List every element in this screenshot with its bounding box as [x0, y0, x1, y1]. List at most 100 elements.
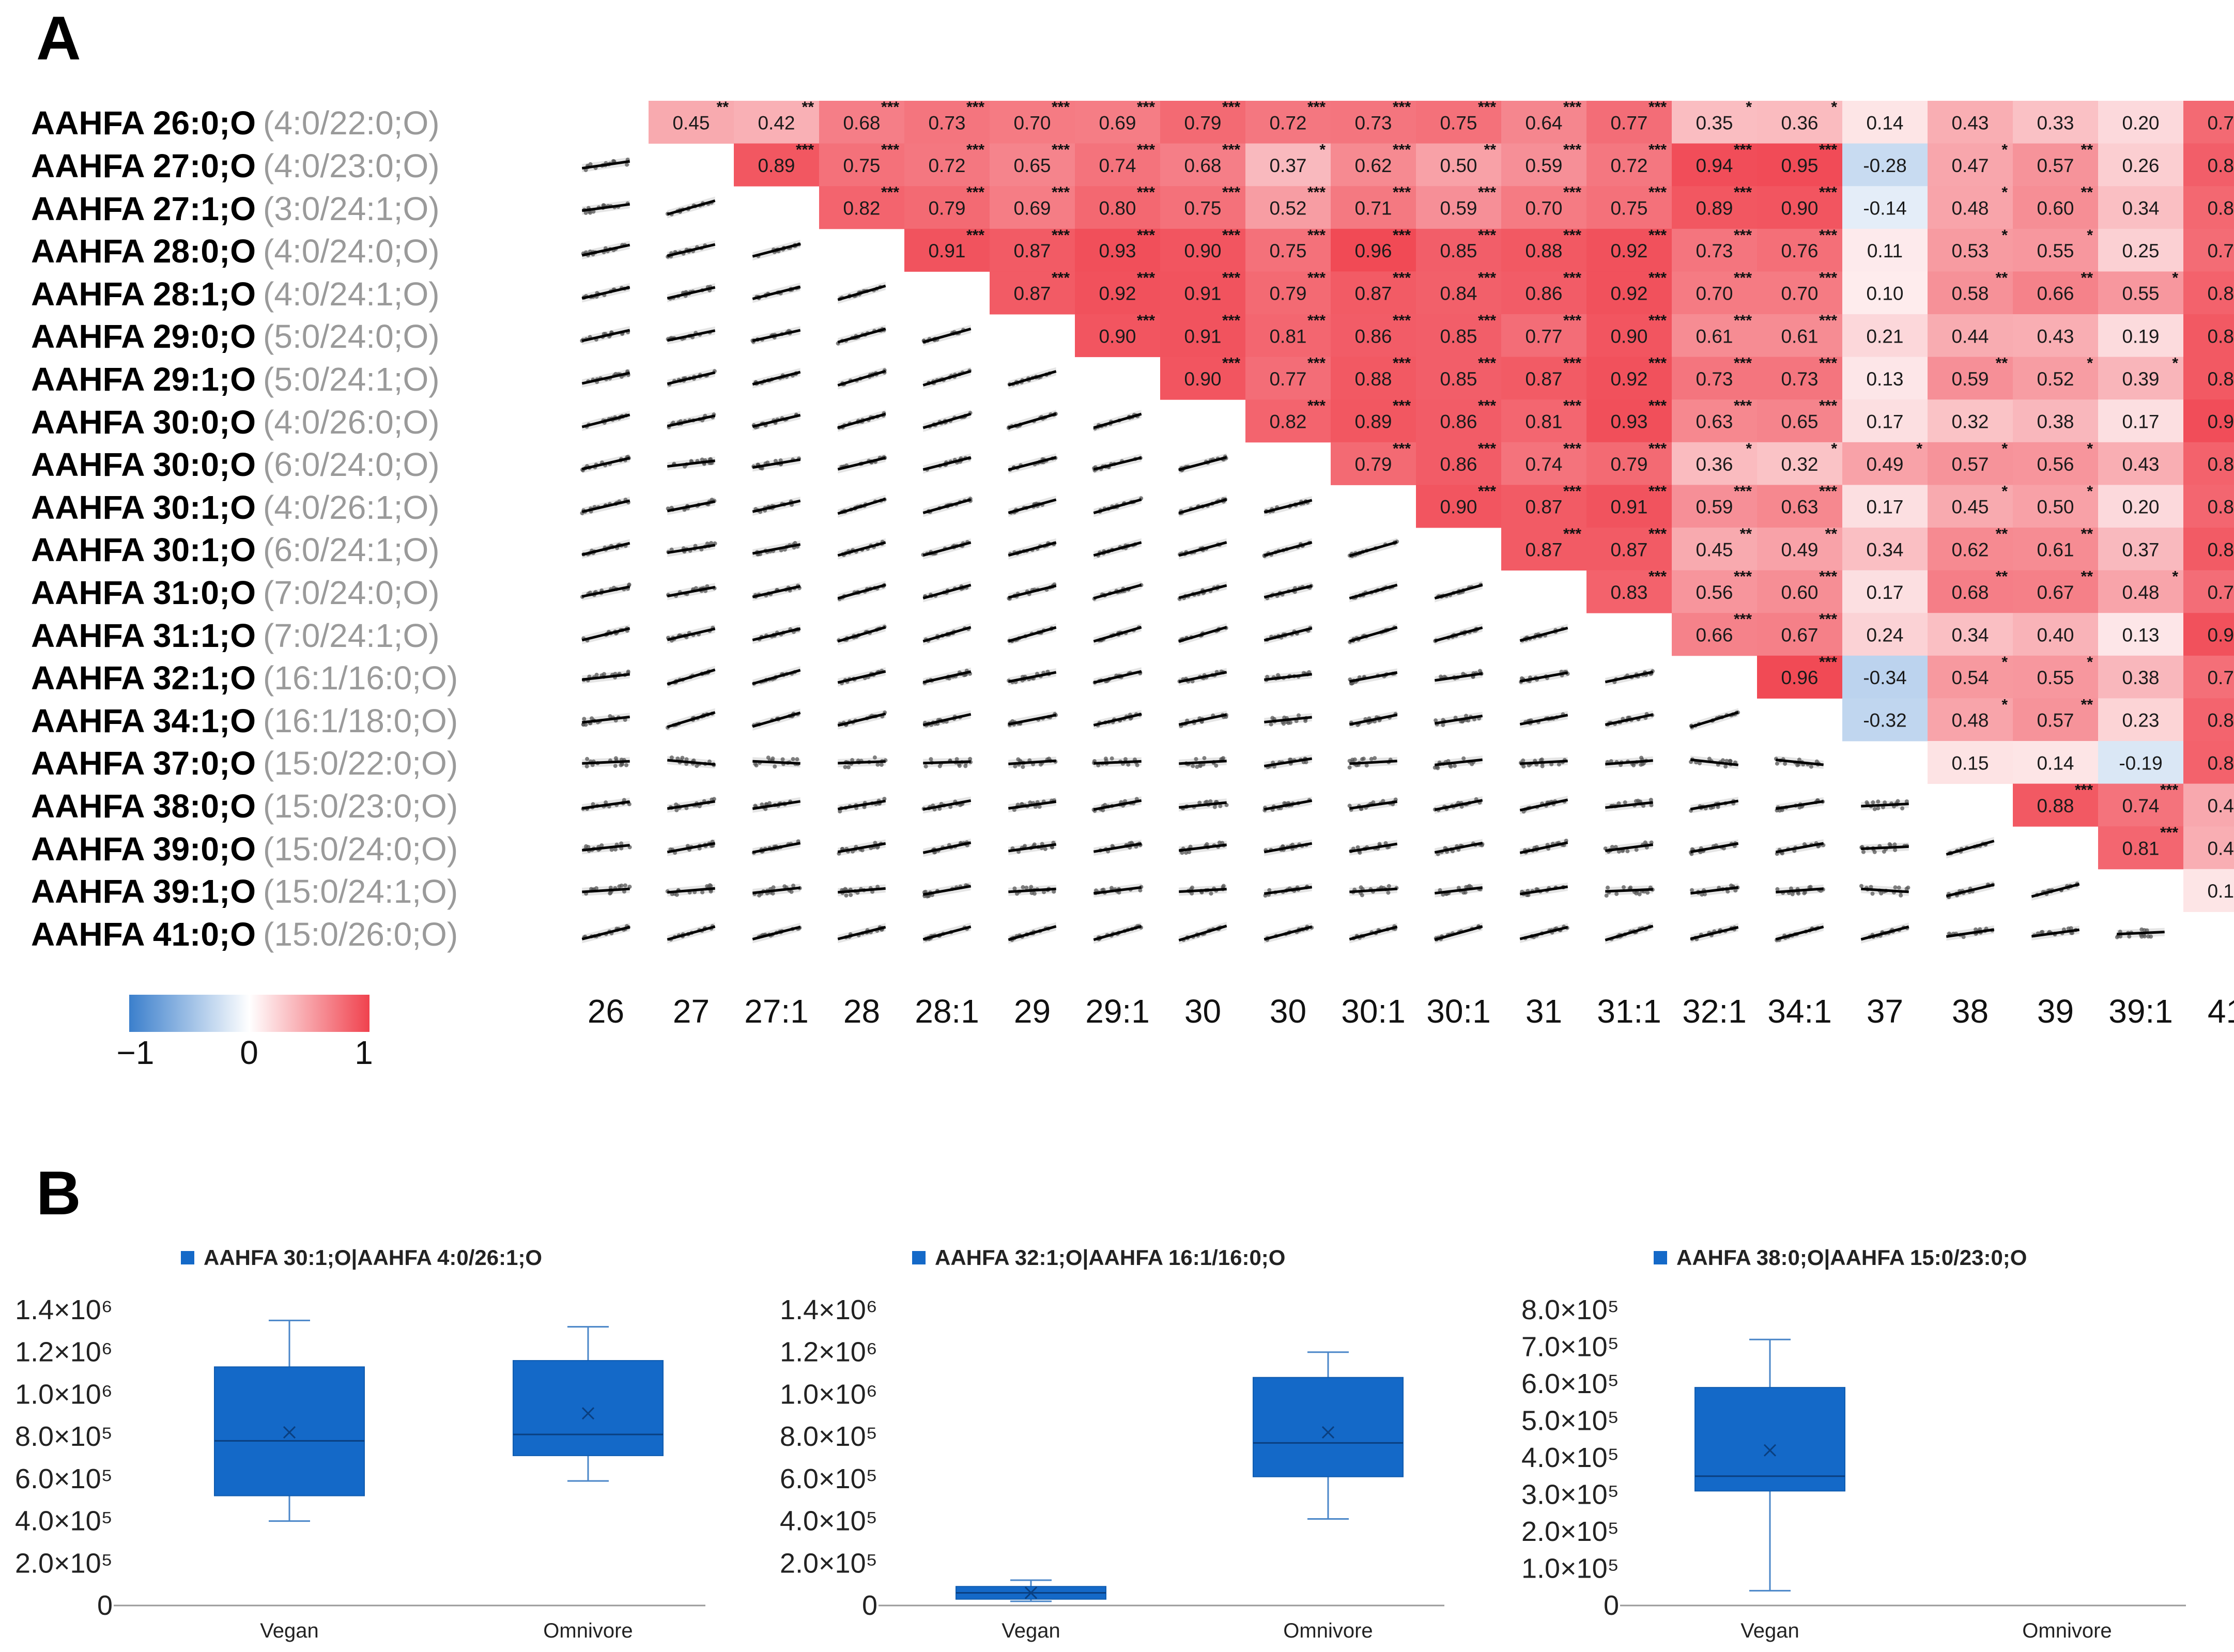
y-tick-label: 1.4×10⁶	[15, 1294, 113, 1325]
scatter-plot-17-10	[1434, 839, 1485, 857]
cell-value: 0.10	[1866, 283, 1903, 304]
scatter-plot-7-5	[1006, 410, 1058, 432]
significance-stars: ***	[1819, 142, 1837, 159]
scatter-plot-13-11	[1519, 668, 1570, 686]
cell-value: 0.40	[2037, 625, 2074, 646]
significance-stars: ***	[1307, 312, 1326, 329]
row-label-name: AAHFA 41:0;O	[31, 915, 256, 953]
column-label: 26	[587, 993, 625, 1030]
heatmap-cell	[1416, 186, 1502, 229]
cell-value: 0.63	[1781, 497, 1818, 518]
row-label: AAHFA 30:1;O (4:0/26:1;O)	[31, 487, 440, 528]
scatter-plot-18-7	[1179, 884, 1227, 896]
scatter-plot-13-1	[667, 666, 716, 688]
scatter-plot-12-5	[1007, 623, 1057, 645]
y-tick-label: 8.0×10⁵	[15, 1421, 113, 1452]
heatmap-cell	[1672, 528, 1758, 571]
heatmap-cell	[1245, 271, 1331, 315]
boxplot-1-legend: AAHFA 30:1;O|AAHFA 4:0/26:1;O	[181, 1245, 542, 1270]
cell-value: 0.34	[2122, 198, 2159, 219]
cell-value: -0.34	[1863, 667, 1906, 688]
cell-value: 0.77	[1269, 368, 1306, 390]
scatter-plot-11-9	[1349, 581, 1398, 603]
row-label-composition: (4:0/24:1;O)	[263, 275, 440, 313]
boxplot-1-legend-label: AAHFA 30:1;O|AAHFA 4:0/26:1;O	[204, 1245, 543, 1270]
cell-value: 0.55	[2037, 667, 2074, 688]
significance-stars: **	[2081, 142, 2093, 159]
heatmap-cell	[1501, 485, 1587, 528]
scatter-plot-11-7	[1177, 581, 1227, 602]
heatmap-cell	[1586, 399, 1672, 443]
heatmap-cell	[1928, 655, 2013, 699]
row-label: AAHFA 41:0;O (15:0/26:0;O)	[31, 914, 458, 955]
cell-value: 0.88	[1525, 240, 1562, 261]
heatmap-cell	[2183, 442, 2234, 485]
significance-stars: *	[2087, 227, 2093, 244]
significance-stars: ***	[1563, 440, 1581, 457]
scatter-plot-11-4	[922, 581, 972, 603]
scatter-plot-8-4	[922, 453, 972, 474]
heatmap-cell	[1160, 186, 1246, 229]
heatmap-cell	[2183, 101, 2234, 144]
scatter-plot-17-1	[667, 839, 716, 856]
significance-stars: **	[1825, 526, 1838, 543]
column-label: 37	[1866, 993, 1904, 1030]
cell-value: 0.14	[2037, 752, 2074, 774]
heatmap-cell	[1586, 101, 1672, 144]
row-label-name: AAHFA 28:0;O	[31, 233, 256, 270]
column-label: 27:1	[744, 993, 809, 1030]
cell-value: 0.43	[2207, 838, 2234, 859]
significance-stars: ***	[966, 142, 984, 159]
box-vegan	[1694, 1338, 1845, 1592]
scatter-plot-14-9	[1349, 711, 1398, 729]
significance-stars: ***	[1734, 568, 1752, 585]
heatmap-cell	[2183, 826, 2234, 870]
heatmap-cell	[2013, 357, 2099, 400]
cell-value: 0.77	[1610, 112, 1647, 133]
cell-value: 0.25	[2122, 240, 2159, 261]
legend-min-label: −1	[116, 1034, 155, 1071]
cell-value: 0.55	[2037, 240, 2074, 261]
cell-value: 0.87	[1610, 539, 1647, 560]
heatmap-cell	[990, 143, 1075, 187]
heatmap-cell	[1842, 442, 1928, 485]
scatter-plot-6-0	[581, 368, 630, 388]
scatter-plot-9-0	[580, 496, 630, 516]
significance-stars: **	[1996, 355, 2008, 372]
scatter-plot-10-2	[752, 540, 801, 558]
heatmap-cell	[1501, 271, 1587, 315]
heatmap-cell	[2183, 698, 2234, 742]
scatter-plot-15-7	[1179, 756, 1227, 769]
significance-stars: ***	[1393, 142, 1411, 159]
scatter-plot-15-14	[1774, 755, 1824, 769]
significance-stars: ***	[1393, 440, 1411, 457]
cell-value: 0.17	[1866, 411, 1903, 433]
scatter-plot-13-4	[922, 667, 973, 687]
heatmap-cell	[1672, 399, 1758, 443]
scatter-plot-16-10	[1432, 796, 1483, 814]
heatmap-cell	[1416, 271, 1502, 315]
heatmap-cell	[1331, 314, 1416, 358]
heatmap-cell	[1672, 101, 1758, 144]
row-label: AAHFA 31:1;O (7:0/24:1;O)	[31, 615, 440, 656]
scatter-plot-12-7	[1178, 623, 1228, 646]
significance-stars: ***	[1563, 355, 1581, 372]
scatter-plot-19-17	[2031, 925, 2080, 941]
cell-value: 0.14	[1866, 112, 1903, 133]
significance-stars: *	[2087, 483, 2093, 500]
row-label-name: AAHFA 39:0;O	[31, 830, 256, 868]
scatter-plot-10-0	[581, 539, 630, 559]
row-label-composition: (15:0/24:1;O)	[263, 873, 458, 910]
scatter-plot-16-13	[1689, 796, 1739, 813]
significance-stars: *	[2001, 654, 2008, 671]
row-label-name: AAHFA 34:1;O	[31, 702, 256, 739]
scatter-plot-17-4	[922, 838, 972, 857]
scatter-plot-18-15	[1859, 884, 1911, 898]
cell-value: 0.65	[1013, 155, 1051, 176]
significance-stars: ***	[1222, 142, 1240, 159]
heatmap-cell	[1842, 228, 1928, 272]
cell-value: 0.65	[1781, 411, 1818, 433]
cell-value: 0.46	[2207, 795, 2234, 816]
scatter-plot-16-6	[1091, 796, 1142, 814]
row-label-name: AAHFA 32:1;O	[31, 659, 256, 697]
